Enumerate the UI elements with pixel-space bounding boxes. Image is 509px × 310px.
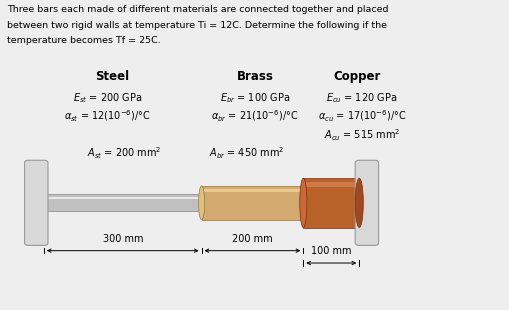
Text: between two rigid walls at temperature Ti = 12C. Determine the following if the: between two rigid walls at temperature T…	[7, 21, 386, 30]
Text: Three bars each made of different materials are connected together and placed: Three bars each made of different materi…	[7, 5, 387, 14]
Text: $\alpha_{br}$ = 21(10$^{-6}$)/°C: $\alpha_{br}$ = 21(10$^{-6}$)/°C	[211, 109, 298, 124]
Text: $\alpha_{cu}$ = 17(10$^{-6}$)/°C: $\alpha_{cu}$ = 17(10$^{-6}$)/°C	[317, 109, 405, 124]
Text: Steel: Steel	[95, 70, 129, 83]
Text: $A_{cu}$ = 515 mm$^{2}$: $A_{cu}$ = 515 mm$^{2}$	[323, 127, 399, 143]
Bar	[201, 188, 303, 192]
Text: temperature becomes Tf = 25C.: temperature becomes Tf = 25C.	[7, 36, 160, 45]
Text: 200 mm: 200 mm	[232, 234, 272, 244]
Bar	[44, 197, 201, 199]
Text: $E_{cu}$ = 120 GPa: $E_{cu}$ = 120 GPa	[326, 91, 397, 105]
Ellipse shape	[354, 178, 362, 228]
Text: $A_{st}$ = 200 mm$^{2}$: $A_{st}$ = 200 mm$^{2}$	[87, 146, 161, 161]
Text: Copper: Copper	[332, 70, 380, 83]
Text: $E_{st}$ = 200 GPa: $E_{st}$ = 200 GPa	[73, 91, 142, 105]
Bar	[201, 186, 303, 220]
Bar	[44, 194, 201, 211]
Text: 100 mm: 100 mm	[310, 246, 351, 256]
Text: $A_{br}$ = 450 mm$^{2}$: $A_{br}$ = 450 mm$^{2}$	[209, 146, 284, 161]
Text: Brass: Brass	[236, 70, 273, 83]
Text: $E_{br}$ = 100 GPa: $E_{br}$ = 100 GPa	[219, 91, 290, 105]
FancyBboxPatch shape	[24, 160, 48, 246]
FancyBboxPatch shape	[354, 160, 378, 246]
Ellipse shape	[299, 178, 306, 228]
Ellipse shape	[300, 186, 306, 220]
Bar	[303, 182, 358, 187]
Text: 300 mm: 300 mm	[102, 234, 143, 244]
Ellipse shape	[198, 186, 204, 220]
Bar	[303, 178, 358, 228]
Text: $\alpha_{st}$ = 12(10$^{-6}$)/°C: $\alpha_{st}$ = 12(10$^{-6}$)/°C	[64, 109, 151, 124]
